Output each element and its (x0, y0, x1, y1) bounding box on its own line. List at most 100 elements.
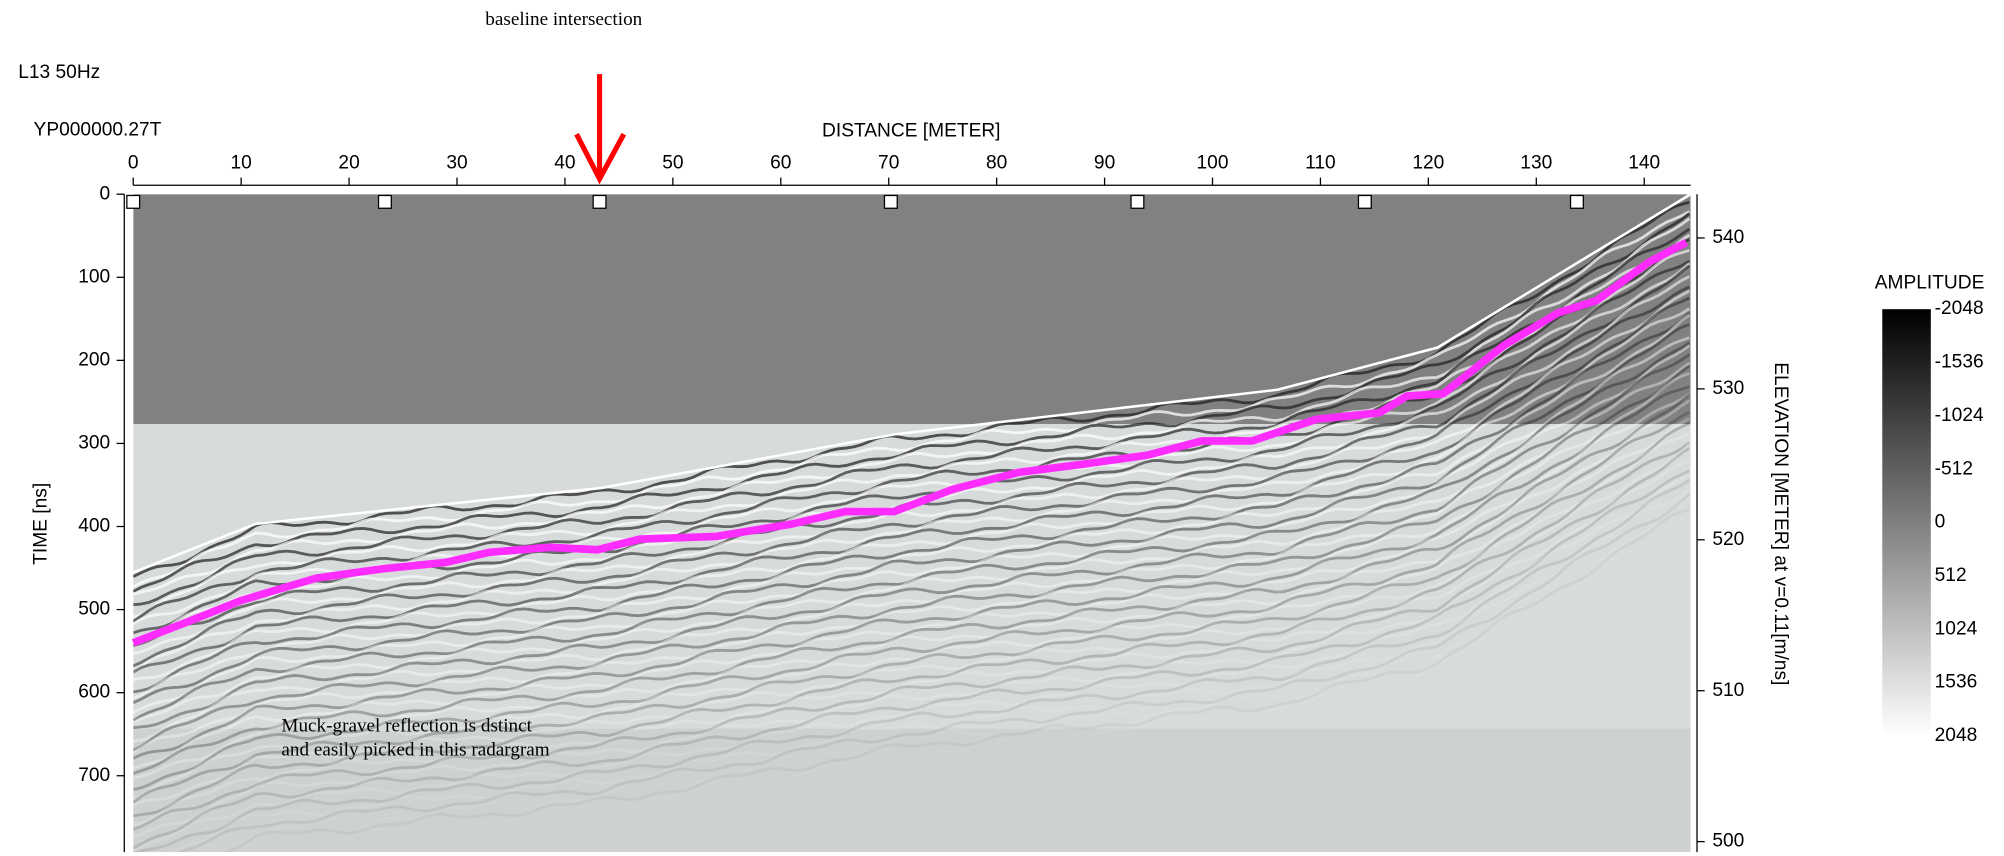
reflection (133, 446, 1691, 831)
reflection (133, 289, 1691, 673)
reflection (133, 336, 1690, 714)
colorbar-title: AMPLITUDE (1875, 273, 1985, 294)
reflection (133, 385, 1690, 760)
colorbar-tick-label: 1024 (1935, 618, 1978, 639)
x-tick-label: 140 (1628, 153, 1660, 174)
colorbar-tick-label: -1024 (1935, 405, 1984, 426)
y-tick-label: 100 (78, 266, 110, 287)
reflection (133, 212, 1691, 593)
x-axis-label: DISTANCE [METER] (822, 121, 1000, 142)
background (133, 728, 1691, 853)
reflection (133, 313, 1691, 700)
x-tick-label: 20 (338, 153, 359, 174)
x-tick-label: 130 (1520, 153, 1552, 174)
y2-axis-label: ELEVATION [METER] at v=0.11[m/ns] (1770, 362, 1791, 685)
reflection (133, 432, 1690, 807)
colorbar-tick-label: -2048 (1935, 298, 1984, 319)
y2-tick-label: 510 (1712, 680, 1744, 701)
x-tick-label: 10 (230, 153, 251, 174)
y-tick-label: 0 (100, 183, 111, 204)
arrow (574, 74, 627, 185)
reflection (133, 312, 1691, 694)
annotation: and easily picked in this radargram (281, 740, 549, 761)
marker (1130, 194, 1145, 209)
y2-tick-label: 530 (1712, 378, 1744, 399)
background (133, 194, 1691, 425)
pick-line (131, 238, 1689, 647)
reflection (133, 227, 1691, 607)
reflection (133, 472, 1691, 853)
reflection (198, 496, 1691, 853)
x-tick-label: 0 (128, 153, 139, 174)
colorbar-tick-label: -1536 (1935, 352, 1984, 373)
reflection (133, 323, 1690, 704)
annotation: baseline intersection (485, 9, 642, 30)
marker (1357, 194, 1372, 209)
y2-tick-label: 520 (1712, 529, 1744, 550)
reflection (133, 341, 1691, 722)
reflection (133, 353, 1691, 730)
surface (133, 194, 1691, 574)
x-tick-label: 70 (878, 153, 899, 174)
reflection (133, 417, 1691, 802)
colorbar-tick-label: -512 (1935, 458, 1973, 479)
reflection (133, 469, 1690, 850)
reflection (133, 364, 1691, 752)
reflection (221, 508, 1690, 853)
reflection (133, 442, 1691, 827)
marker (1569, 194, 1584, 209)
y-tick-label: 500 (78, 599, 110, 620)
colorbar (1882, 309, 1931, 736)
reflection (133, 361, 1691, 743)
colorbar-tick-label: 1536 (1935, 672, 1978, 693)
reflection (133, 392, 1691, 770)
reflection (133, 441, 1691, 818)
reflection (133, 399, 1691, 780)
reflection (133, 233, 1691, 619)
marker (126, 194, 141, 209)
colorbar-tick-label: 0 (1935, 512, 1946, 533)
x-tick-label: 50 (662, 153, 683, 174)
reflection (133, 421, 1690, 804)
y-axis-label: TIME [ns] (30, 483, 51, 565)
x-tick-label: 90 (1094, 153, 1115, 174)
chart-title: L13 50Hz (18, 62, 100, 83)
colorbar-tick-label: 512 (1935, 565, 1967, 586)
y-tick-label: 600 (78, 682, 110, 703)
y2-tick-label: 540 (1712, 227, 1744, 248)
y-tick-label: 300 (78, 432, 110, 453)
marker (592, 194, 607, 209)
reflection (133, 393, 1691, 775)
marker (883, 194, 898, 209)
y-tick-label: 200 (78, 349, 110, 370)
reflection (133, 296, 1690, 674)
reflection (231, 520, 1690, 853)
reflection (133, 459, 1690, 839)
x-tick-label: 110 (1305, 153, 1336, 174)
reflection (133, 210, 1691, 588)
y-tick-label: 400 (78, 516, 110, 537)
subtitle: YP000000.27T (34, 119, 162, 140)
reflection (169, 488, 1691, 853)
reflection (133, 344, 1691, 724)
y-tick-label: 700 (78, 765, 110, 786)
x-tick-label: 30 (446, 153, 467, 174)
x-tick-label: 100 (1197, 153, 1229, 174)
reflection (133, 372, 1690, 754)
reflection (133, 275, 1690, 655)
radargram-image (133, 194, 1691, 853)
x-tick-label: 80 (986, 153, 1007, 174)
reflection (176, 493, 1691, 853)
x-tick-label: 40 (554, 153, 575, 174)
reflection (133, 478, 1691, 853)
y2-tick-label: 500 (1712, 831, 1744, 852)
x-tick-label: 120 (1412, 153, 1444, 174)
reflection (133, 307, 1691, 681)
reflection (133, 285, 1690, 668)
marker (377, 194, 392, 209)
annotation: Muck-gravel reflection is dstinct (281, 715, 532, 736)
reflection (133, 410, 1691, 791)
colorbar-tick-label: 2048 (1935, 725, 1978, 746)
